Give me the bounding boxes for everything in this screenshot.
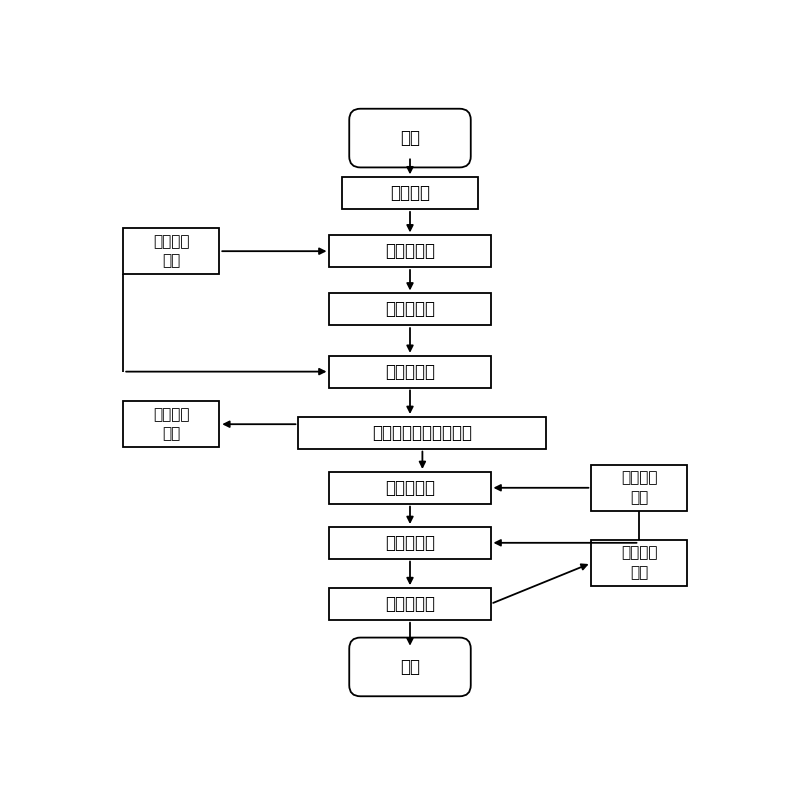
Text: 后导辊导出: 后导辊导出 <box>385 479 435 497</box>
Text: 进布张力
检测: 进布张力 检测 <box>153 233 190 268</box>
Text: 前导辊喂入: 前导辊喂入 <box>385 363 435 380</box>
Text: 成品: 成品 <box>400 658 420 676</box>
Text: 磨毛张力
检测: 磨毛张力 检测 <box>153 407 190 441</box>
FancyBboxPatch shape <box>591 464 687 511</box>
Text: 原料: 原料 <box>400 129 420 147</box>
FancyBboxPatch shape <box>330 472 490 503</box>
Text: 扩幅辊扩幅: 扩幅辊扩幅 <box>385 300 435 318</box>
FancyBboxPatch shape <box>330 527 490 559</box>
Text: 出布张力
检测: 出布张力 检测 <box>621 545 658 580</box>
FancyBboxPatch shape <box>591 540 687 586</box>
FancyBboxPatch shape <box>298 417 546 449</box>
FancyBboxPatch shape <box>342 177 478 209</box>
Text: 自动引布: 自动引布 <box>390 184 430 202</box>
Text: 进布辊进布: 进布辊进布 <box>385 242 435 260</box>
Text: 出布辊出布: 出布辊出布 <box>385 595 435 613</box>
FancyBboxPatch shape <box>330 235 490 267</box>
FancyBboxPatch shape <box>350 638 470 696</box>
FancyBboxPatch shape <box>123 228 219 274</box>
FancyBboxPatch shape <box>123 401 219 447</box>
FancyBboxPatch shape <box>330 356 490 387</box>
FancyBboxPatch shape <box>350 109 470 168</box>
Text: 上导辊导出: 上导辊导出 <box>385 534 435 552</box>
Text: 磨毛滚筒（锡林）磨毛: 磨毛滚筒（锡林）磨毛 <box>373 424 472 441</box>
FancyBboxPatch shape <box>330 588 490 620</box>
FancyBboxPatch shape <box>330 293 490 326</box>
Text: 上导张力
检测: 上导张力 检测 <box>621 470 658 505</box>
